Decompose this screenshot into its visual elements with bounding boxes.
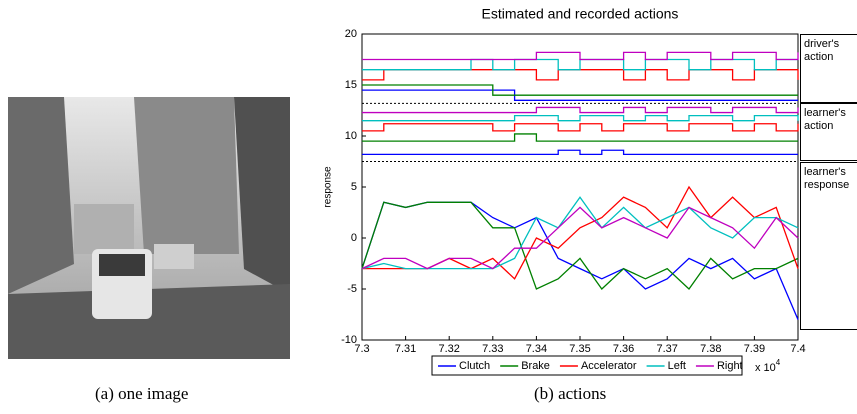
legend-label: Clutch [459,360,490,372]
step-line [362,69,799,81]
line [361,201,799,290]
x-tick-label: 7.3 [354,343,369,355]
x-tick-label: 7.37 [656,343,677,355]
legend-label: Left [668,360,686,372]
line [362,185,799,280]
x-tick-label: 7.33 [482,343,503,355]
y-tick-label: 0 [351,232,357,244]
annotation: driver's action [800,34,857,104]
step-line [362,149,798,156]
legend-label: Accelerator [581,360,637,372]
step-line [362,123,799,132]
y-tick-label: -5 [347,283,357,295]
y-tick-label: 20 [345,28,357,40]
legend: Clutch Brake Accelerator Left Right [431,355,743,376]
step-line [362,58,798,71]
x-tick-label: 7.38 [700,343,721,355]
caption: (a) one image [95,384,189,403]
y-tick-label: -10 [341,334,357,346]
x-tick-label: 7.36 [613,343,634,355]
y-tick-label: 15 [345,79,357,91]
step-line [362,89,798,101]
x-offset-label: x 104 [755,358,781,374]
step-line [362,84,798,96]
legend-label: Brake [521,360,550,372]
annotation: learner's action [800,103,857,162]
step-line [362,114,799,122]
line [361,201,799,320]
x-offset-base: x 10 [755,362,776,374]
chart: Estimated and recorded actions response … [323,6,806,376]
annotation: learner's response [800,161,857,330]
y-tick-label: 10 [345,130,357,142]
x-tick-label: 7.39 [744,343,765,355]
y-axis-label: response [323,166,334,208]
line [361,206,799,270]
step-line [362,133,798,142]
step-line [362,106,799,114]
x-tick-label: 7.34 [526,343,547,355]
step-line [362,51,799,61]
caption: (b) actions [534,384,607,403]
x-offset-exponent: 4 [776,358,781,367]
photo [8,97,290,359]
legend-box [431,355,743,376]
x-tick-label: 7.31 [395,343,416,355]
x-tick-label: 7.35 [569,343,590,355]
chart-title: Estimated and recorded actions [482,6,679,22]
legend-label: Right [717,360,743,372]
line [361,196,799,270]
x-tick-label: 7.32 [438,343,459,355]
x-tick-label: 7.4 [790,343,805,355]
y-tick-label: 5 [351,181,357,193]
